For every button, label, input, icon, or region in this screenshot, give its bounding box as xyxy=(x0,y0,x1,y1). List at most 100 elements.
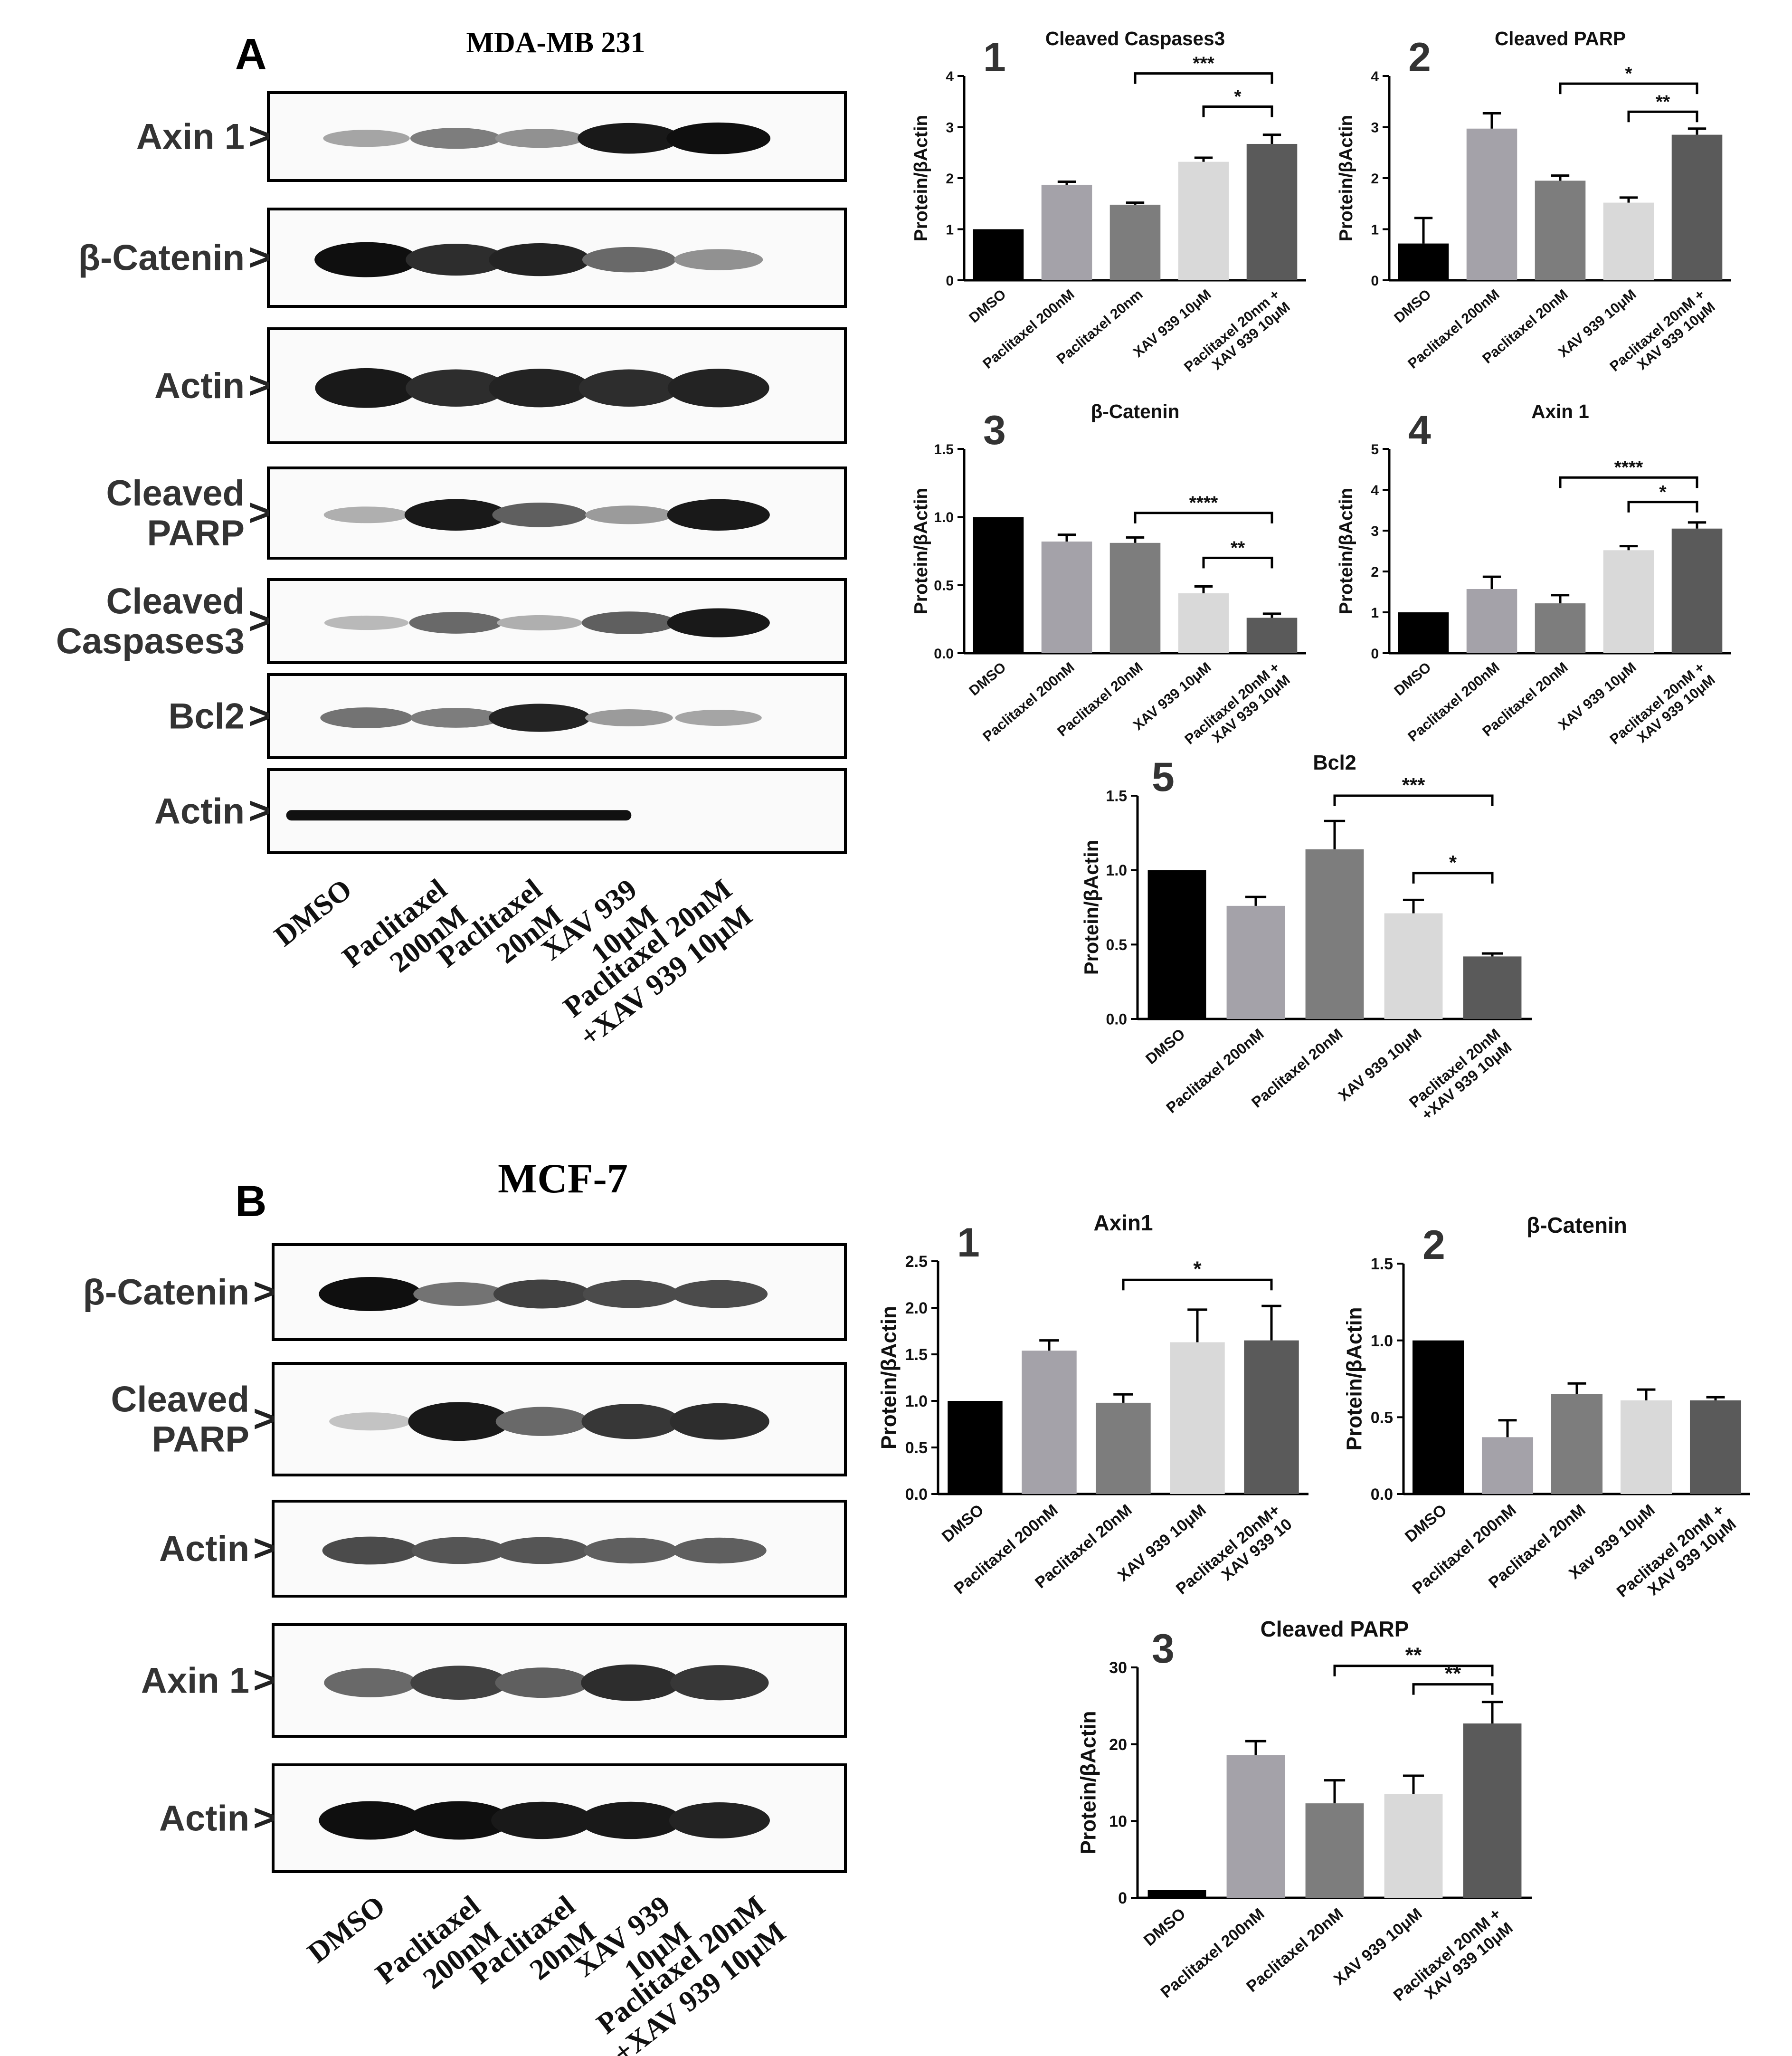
blot-band xyxy=(671,1280,768,1308)
bar xyxy=(1603,550,1654,653)
bar-chart: 3 Cleaved PARP0102030Protein/βActinDMSOPa… xyxy=(1077,1617,1532,2005)
lane-label-line: DMSO xyxy=(302,1889,391,1969)
panel-a-cell-line: MDA-MB 231 xyxy=(466,27,645,59)
blot-band xyxy=(324,1668,417,1697)
blot-band xyxy=(408,1801,511,1840)
y-tick-label: 0 xyxy=(1371,273,1379,289)
bar xyxy=(1603,202,1654,280)
blot-arrow-mark: > xyxy=(253,1659,275,1701)
bar xyxy=(1671,528,1723,653)
y-tick-label: 30 xyxy=(1109,1659,1127,1677)
y-tick-label: 1.5 xyxy=(1106,788,1127,805)
blot-label: β-Catenin xyxy=(78,238,245,278)
blot-arrow-mark: > xyxy=(253,1270,275,1313)
significance-bracket: ** xyxy=(1202,538,1273,569)
blot-label: Cleaved xyxy=(106,581,245,622)
y-axis-label: Protein/βActin xyxy=(878,1306,901,1449)
blot-band xyxy=(582,247,676,273)
bar xyxy=(1147,1890,1206,1898)
y-tick-label: 2 xyxy=(1371,564,1379,580)
blot-band xyxy=(410,708,502,728)
blot-label: Bcl2 xyxy=(168,696,245,737)
bar xyxy=(1535,181,1586,280)
y-axis-label: Protein/βActin xyxy=(1336,115,1356,242)
bracket-line xyxy=(1412,872,1494,884)
y-tick-label: 1.0 xyxy=(1371,1332,1393,1350)
y-axis-label: Protein/βActin xyxy=(1343,1307,1366,1451)
bar xyxy=(1466,589,1517,653)
y-axis-label: Protein/βActin xyxy=(1080,840,1102,975)
blot-band xyxy=(489,243,590,276)
blot-label: β-Catenin xyxy=(83,1272,249,1313)
y-tick-label: 1.0 xyxy=(1106,862,1127,879)
blot-band xyxy=(319,1277,422,1311)
blot-band xyxy=(413,1282,505,1306)
chart-title: β-Catenin xyxy=(1527,1213,1627,1237)
category-label-line: DMSO xyxy=(1140,1904,1189,1950)
y-tick-label: 2 xyxy=(1371,171,1379,187)
blot-label: Cleaved xyxy=(106,473,245,514)
y-tick-label: 2.5 xyxy=(905,1253,928,1271)
bar xyxy=(1246,618,1298,653)
bar-chart: 5 Bcl20.00.51.01.5Protein/βActinDMSOPacli… xyxy=(1080,752,1532,1123)
blot-arrow-mark: > xyxy=(253,1797,275,1839)
blot-band xyxy=(585,505,673,524)
bar-charts: 1 Cleaved Caspases3 0 1 2 3 4 Protein/βActin DMS… xyxy=(878,28,1750,2005)
blot-arrow-mark: > xyxy=(248,236,271,278)
western-blot: Axin 1 > xyxy=(141,1623,847,1738)
chart-title: Bcl2 xyxy=(1313,752,1356,774)
chart-title: Cleaved Caspases3 xyxy=(1045,28,1225,49)
blot-band xyxy=(494,1537,590,1564)
blot-band xyxy=(495,1667,589,1698)
y-tick-label: 1.0 xyxy=(905,1392,928,1410)
chart-number: 4 xyxy=(1408,408,1431,453)
y-tick-label: 1.0 xyxy=(934,510,954,525)
bracket-line xyxy=(1134,72,1273,84)
panel-b-header: B MCF-7 xyxy=(235,1156,628,1226)
blot-label: Cleaved xyxy=(111,1380,250,1420)
bar xyxy=(1305,849,1364,1019)
blot-band xyxy=(410,1666,508,1700)
category-label: DMSO xyxy=(966,286,1009,326)
bar xyxy=(1226,1755,1285,1898)
blot-band xyxy=(489,369,590,408)
blot-arrow-mark: > xyxy=(253,1398,275,1440)
y-tick-label: 0 xyxy=(1118,1889,1127,1907)
y-axis-label: Protein/βActin xyxy=(911,115,931,242)
blot-arrow-mark: > xyxy=(253,1527,275,1569)
category-label: DMSO xyxy=(1140,1904,1189,1950)
y-tick-label: 0.5 xyxy=(934,578,954,593)
significance-bracket: *** xyxy=(1333,774,1494,806)
category-label-line: DMSO xyxy=(1402,1501,1451,1546)
bracket-line xyxy=(1559,82,1698,95)
panel-b-letter: B xyxy=(235,1177,266,1226)
y-tick-label: 1.5 xyxy=(934,442,954,457)
blot-band xyxy=(320,707,413,728)
y-tick-label: 4 xyxy=(946,69,954,85)
chart-title: Cleaved PARP xyxy=(1495,28,1626,49)
blot-band xyxy=(673,1537,767,1564)
significance-stars: ** xyxy=(1405,1644,1422,1667)
bar xyxy=(1481,1437,1534,1494)
y-axis-label: Protein/βActin xyxy=(911,488,931,615)
blot-band xyxy=(584,1537,678,1564)
blot-arrow-mark: > xyxy=(248,600,271,642)
significance-bracket: ** xyxy=(1412,1662,1494,1695)
y-tick-label: 0 xyxy=(946,273,954,289)
bracket-line xyxy=(1627,501,1698,513)
significance-bracket: **** xyxy=(1134,493,1273,524)
bar xyxy=(1463,956,1522,1019)
western-blot: Actin > xyxy=(159,1500,847,1598)
bar xyxy=(1671,134,1723,280)
lane-label: Paclitaxel 20nM+XAV 939 10μM xyxy=(558,873,759,1053)
bracket-line xyxy=(1202,556,1273,569)
bar xyxy=(1305,1803,1364,1898)
blot-band xyxy=(411,1537,507,1564)
bar xyxy=(1041,541,1092,653)
bar-chart: 4 Axin 1012345Protein/βActinDMSOPaclitaxe… xyxy=(1336,400,1731,748)
bar xyxy=(1463,1723,1522,1898)
